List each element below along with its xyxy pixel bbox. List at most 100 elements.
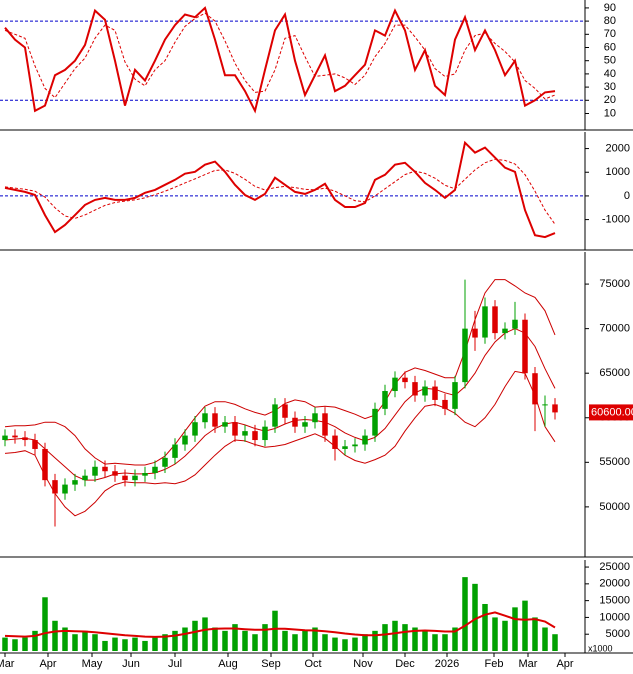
- candle-body: [172, 444, 178, 458]
- candle-body: [102, 466, 108, 472]
- y-tick-label: 55000: [599, 456, 630, 468]
- volume-bar: [302, 630, 308, 651]
- x-tick-label: Aug: [218, 658, 238, 670]
- candle-body: [82, 475, 88, 481]
- volume-bar: [252, 634, 258, 651]
- candle-body: [302, 422, 308, 427]
- y-tick-label: 5000: [606, 628, 630, 640]
- volume-bar: [312, 627, 318, 651]
- x-tick-label: Dec: [395, 658, 415, 670]
- candle-body: [212, 413, 218, 427]
- band-line: [4, 370, 556, 517]
- y-tick-label: 0: [624, 190, 630, 202]
- candle-body: [542, 404, 548, 406]
- volume-bar: [222, 630, 228, 651]
- y-tick-label: 2000: [606, 142, 630, 154]
- volume-bar: [502, 620, 508, 651]
- y-tick-label: 25000: [599, 561, 630, 573]
- volume-bar: [182, 627, 188, 651]
- volume-bar: [32, 630, 38, 651]
- volume-bar: [332, 637, 338, 651]
- y-tick-label: 15000: [599, 595, 630, 607]
- candle-body: [372, 408, 378, 436]
- volume-bar: [272, 610, 278, 651]
- volume-bar: [412, 627, 418, 651]
- x-tick-label: May: [82, 658, 103, 670]
- price-label: 60600.00: [591, 406, 633, 418]
- volume-bar: [262, 624, 268, 651]
- indicator-line: [4, 12, 556, 100]
- y-tick-label: 10: [604, 107, 616, 119]
- y-tick-label: 50000: [599, 501, 630, 513]
- candle-body: [292, 417, 298, 427]
- volume-bar: [132, 637, 138, 651]
- candle-body: [112, 471, 118, 476]
- x-tick-label: Sep: [261, 658, 281, 670]
- volume-bar: [532, 617, 538, 651]
- volume-bar: [492, 617, 498, 651]
- volume-bar: [372, 630, 378, 651]
- volume-bar: [522, 600, 528, 651]
- volume-bar: [72, 634, 78, 651]
- x-tick-label: Oct: [304, 658, 321, 670]
- candle-body: [222, 422, 228, 427]
- x-tick-label: Apr: [556, 658, 573, 670]
- candle-body: [322, 413, 328, 436]
- volume-bar: [552, 634, 558, 651]
- indicator-line: [4, 6, 556, 114]
- candle-body: [552, 404, 558, 413]
- y-tick-label: 20000: [599, 578, 630, 590]
- y-tick-label: 65000: [599, 367, 630, 379]
- candle-body: [392, 377, 398, 392]
- volume-bar: [462, 577, 468, 651]
- y-tick-label: 50: [604, 55, 616, 67]
- band-line: [4, 328, 556, 481]
- volume-bar: [42, 597, 48, 651]
- candle-body: [262, 426, 268, 441]
- candle-body: [122, 475, 128, 481]
- volume-bar: [122, 639, 128, 651]
- y-tick-label: 40: [604, 68, 616, 80]
- volume-bar: [342, 639, 348, 651]
- volume-bar: [112, 637, 118, 651]
- candle-body: [332, 435, 338, 449]
- y-unit-label: x1000: [588, 643, 613, 653]
- candle-body: [442, 399, 448, 409]
- volume-bar: [212, 627, 218, 651]
- candle-body: [502, 328, 508, 334]
- y-tick-label: 80: [604, 15, 616, 27]
- x-tick-label: Mar: [519, 658, 538, 670]
- volume-bar: [542, 627, 548, 651]
- volume-bar: [142, 640, 148, 651]
- volume-bar: [352, 637, 358, 651]
- volume-bar: [322, 634, 328, 651]
- candle-body: [182, 435, 188, 445]
- candle-body: [512, 319, 518, 329]
- y-tick-label: 10000: [599, 611, 630, 623]
- x-tick-label: Nov: [353, 658, 373, 670]
- price-label-box: [589, 404, 633, 421]
- candle-body: [342, 446, 348, 449]
- x-tick-label: Feb: [485, 658, 504, 670]
- x-tick-label: 2026: [435, 658, 459, 670]
- candle-body: [482, 306, 488, 338]
- volume-bar: [172, 630, 178, 651]
- x-tick-label: Jun: [122, 658, 140, 670]
- volume-bar: [192, 620, 198, 651]
- y-tick-label: 60: [604, 41, 616, 53]
- candle-body: [92, 466, 98, 476]
- candle-body: [282, 404, 288, 418]
- candle-body: [132, 475, 138, 481]
- candle-body: [232, 422, 238, 436]
- candle-body: [422, 386, 428, 396]
- candle-body: [312, 413, 318, 423]
- candle-body: [162, 457, 168, 467]
- volume-average-line: [4, 611, 556, 638]
- volume-bar: [472, 583, 478, 651]
- candle-body: [72, 480, 78, 485]
- candle-body: [272, 404, 278, 427]
- candle-body: [452, 382, 458, 409]
- volume-bar: [102, 640, 108, 651]
